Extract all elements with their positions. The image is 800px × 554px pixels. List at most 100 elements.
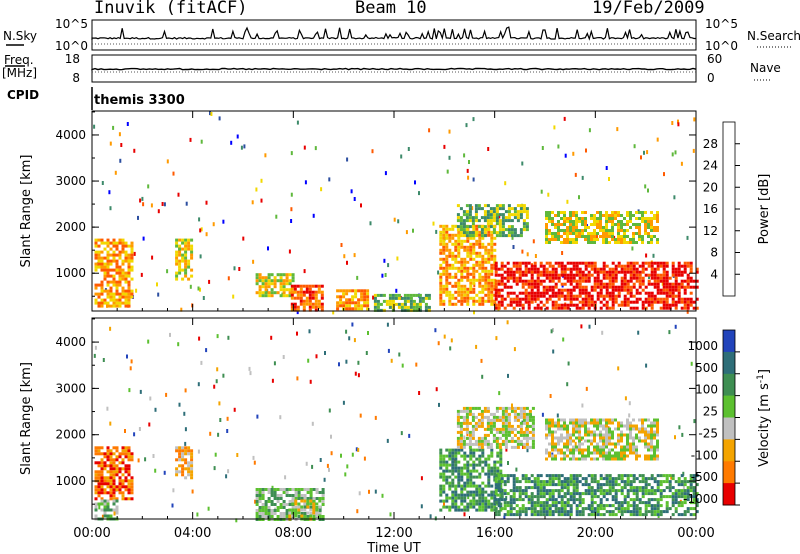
power-region-2-cell [288, 273, 292, 277]
velocity-region-0-cell [97, 464, 101, 468]
power-region-7-cell [459, 234, 463, 238]
velocity-region-8-cell [617, 442, 620, 446]
noise-left-tick-bottom: 10^0 [55, 39, 88, 53]
power-region-7-cell [465, 219, 469, 223]
velocity-region-8-cell [572, 457, 575, 461]
power-region-7-cell [492, 210, 496, 214]
velocity-region-8-cell [605, 451, 608, 455]
velocity-region-0-cell [118, 455, 122, 459]
velocity-cell [401, 363, 404, 368]
power-region-8-cell [659, 273, 663, 277]
power-region-9-cell [593, 229, 596, 232]
velocity-cell [256, 414, 259, 419]
velocity-region-1-cell [103, 511, 107, 515]
power-cell [212, 222, 215, 227]
power-region-9-cell [614, 214, 617, 217]
velocity-region-7-cell [554, 474, 558, 478]
power-region-0-cell [115, 268, 119, 272]
power-cell [353, 197, 356, 201]
power-region-6-cell [442, 224, 446, 228]
velocity-region-6-cell [474, 415, 478, 419]
velocity-region-7-cell [635, 504, 639, 508]
power-region-8-cell [653, 294, 657, 298]
power-region-7-cell [486, 204, 490, 208]
power-region-7-cell [510, 231, 514, 235]
power-region-6-cell [445, 293, 449, 297]
power-cell [395, 288, 398, 293]
velocity-region-7-cell [599, 513, 603, 517]
power-region-4-cell [354, 301, 358, 305]
velocity-region-5-cell [466, 493, 470, 497]
velocity-region-7-cell [608, 486, 612, 490]
power-region-0-cell [100, 256, 104, 260]
velocity-region-5-cell [496, 454, 500, 458]
power-region-9-cell [590, 217, 593, 220]
power-region-8-cell [569, 261, 573, 265]
velocity-region-8-cell [644, 454, 647, 458]
power-region-2-cell [282, 279, 286, 283]
power-region-7-cell [462, 222, 466, 226]
power-region-7-cell [522, 222, 526, 226]
power-cell [93, 124, 96, 129]
velocity-region-5-cell [478, 460, 482, 464]
velocity-region-5-cell [466, 454, 470, 458]
power-region-9-cell [629, 211, 632, 214]
power-region-9-cell [641, 217, 644, 220]
velocity-region-7-cell [578, 513, 582, 517]
power-region-0-cell [115, 244, 119, 248]
velocity-region-7-cell [530, 507, 534, 511]
velocity-region-6-cell [501, 409, 505, 413]
velocity-region-7-cell [560, 513, 564, 517]
velocity-region-6-cell [516, 406, 520, 410]
velocity-cell [418, 391, 421, 395]
power-region-8-cell [515, 294, 519, 298]
velocity-region-8-cell [656, 424, 659, 428]
velocity-region-3-cell [303, 506, 307, 509]
power-region-7-cell [471, 231, 475, 235]
velocity-region-7-cell [695, 510, 699, 514]
power-region-1-cell [178, 238, 182, 242]
velocity-region-8-cell [596, 424, 599, 428]
power-cell [328, 177, 331, 182]
velocity-region-7-cell [683, 492, 687, 496]
velocity-region-6-cell [480, 409, 484, 413]
velocity-region-2-cell [181, 452, 185, 456]
velocity-region-8-cell [578, 445, 581, 449]
power-region-7-cell [462, 231, 466, 235]
power-region-0-cell [94, 301, 98, 305]
power-region-0-cell [97, 295, 101, 299]
velocity-cell [637, 330, 640, 335]
velocity-region-6-cell [489, 445, 493, 449]
power-region-7-cell [525, 210, 529, 214]
velocity-region-7-cell [686, 510, 690, 514]
velocity-region-0-cell [127, 491, 131, 495]
velocity-region-7-cell [629, 513, 633, 517]
power-region-8-cell [605, 276, 609, 280]
velocity-region-8-cell [602, 457, 605, 461]
velocity-region-7-cell [581, 492, 585, 496]
power-region-5-cell [406, 296, 410, 300]
velocity-region-5-cell [454, 502, 458, 506]
power-region-8-cell [686, 273, 690, 277]
velocity-region-0-cell [127, 497, 131, 501]
velocity-region-5-cell [445, 463, 449, 467]
power-region-6-cell [487, 281, 491, 285]
velocity-region-3-cell [294, 488, 298, 491]
power-region-2-cell [285, 282, 289, 286]
power-region-8-cell [671, 267, 675, 271]
velocity-region-6-cell [456, 421, 460, 425]
power-region-9-cell [593, 217, 596, 220]
velocity-region-6-cell [522, 418, 526, 422]
velocity-region-5-cell [463, 481, 467, 485]
power-region-6-cell [463, 296, 467, 300]
power-region-0-cell [97, 262, 101, 266]
velocity-cell [133, 432, 136, 437]
velocity-region-7-cell [638, 474, 642, 478]
power-cell [487, 147, 490, 151]
power-region-8-cell [557, 291, 561, 295]
velocity-region-4-cell [294, 499, 298, 503]
velocity-region-5-cell [442, 490, 446, 494]
power-region-0-cell [118, 265, 122, 269]
power-region-6-cell [448, 281, 452, 285]
velocity-cell [271, 485, 274, 490]
